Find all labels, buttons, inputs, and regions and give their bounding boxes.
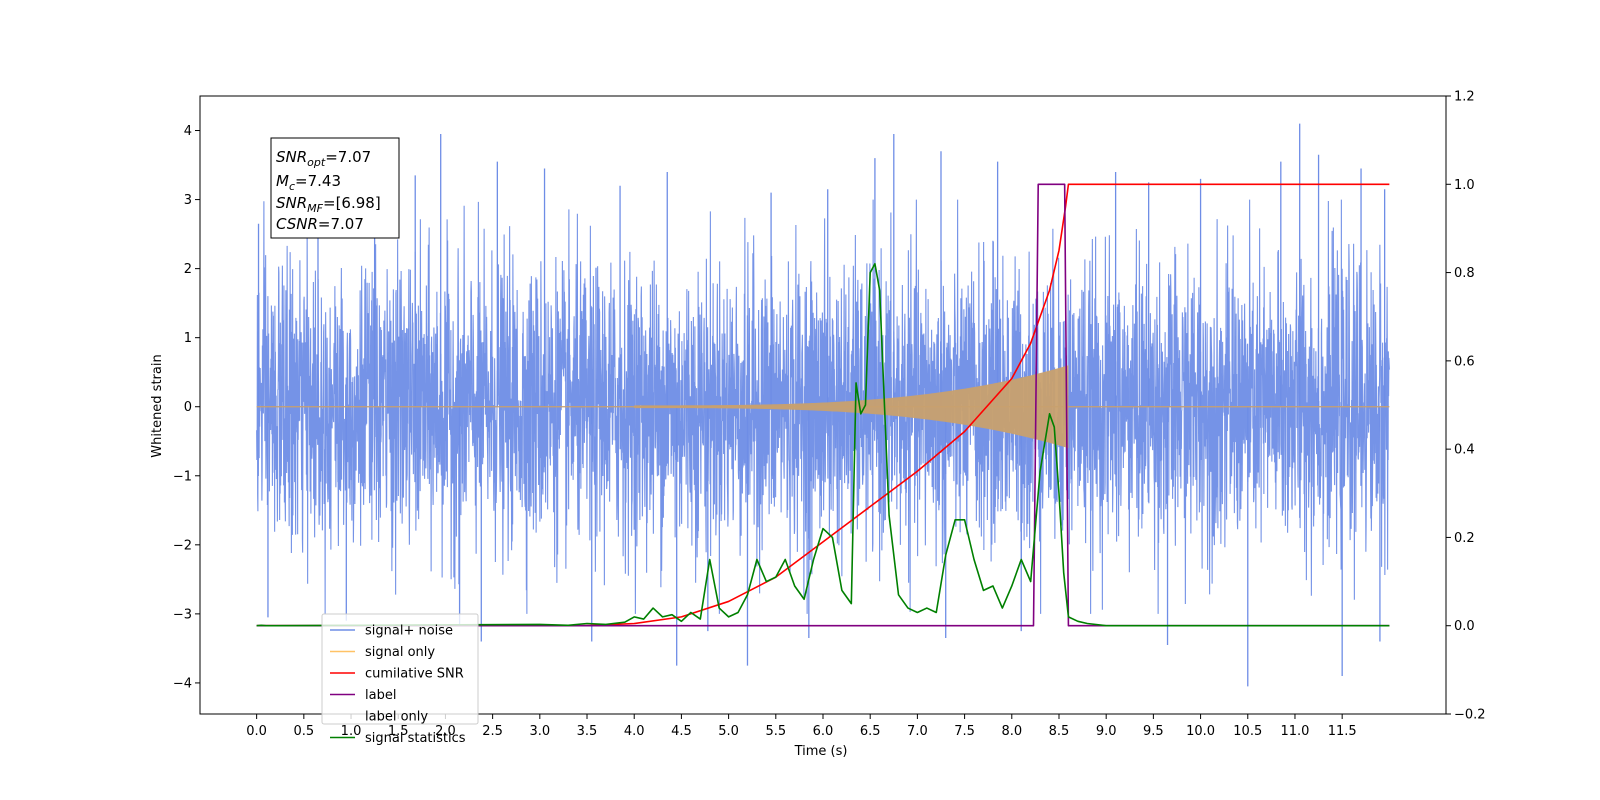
y2-tick-label: 0.2 xyxy=(1454,531,1475,546)
legend: signal+ noise signal only cumilative SNR la… xyxy=(321,613,479,746)
y-tick-label: −2 xyxy=(173,538,192,553)
x-tick-label: 5.5 xyxy=(765,724,786,739)
y2-tick-label: 0.6 xyxy=(1454,354,1475,369)
x-tick-label: 6.0 xyxy=(813,724,834,739)
y-tick-label: −4 xyxy=(173,676,192,691)
x-tick-label: 8.5 xyxy=(1049,724,1070,739)
x-tick-label: 7.0 xyxy=(907,724,928,739)
y2-tick-label: 0.0 xyxy=(1454,619,1475,634)
y2-tick-label: 1.2 xyxy=(1454,90,1475,105)
y2-tick-label: 1.0 xyxy=(1454,178,1475,193)
y2-tick-label: −0.2 xyxy=(1454,708,1486,723)
x-tick-label: 2.0 xyxy=(435,724,456,739)
series-cumulative-snr-line xyxy=(256,183,1390,627)
y-tick-label: 3 xyxy=(184,193,192,208)
x-tick-label: 3.0 xyxy=(529,724,550,739)
y-axis-label: Whitened strain xyxy=(150,354,165,457)
y-tick-label: −3 xyxy=(173,607,192,622)
x-tick-label: 1.5 xyxy=(388,724,409,739)
x-tick-label: 3.5 xyxy=(577,724,598,739)
plot-area xyxy=(256,123,1390,687)
series-signal-statistics-line xyxy=(256,262,1390,627)
x-tick-label: 0.5 xyxy=(293,724,314,739)
x-tick-label: 11.0 xyxy=(1280,724,1309,739)
x-tick-label: 7.5 xyxy=(954,724,975,739)
legend-label: signal+ noise xyxy=(365,624,453,639)
y-tick-label: 1 xyxy=(184,331,192,346)
x-tick-label: 4.0 xyxy=(624,724,645,739)
legend-label: label only xyxy=(365,710,428,725)
annotation-chirp-mass: Mc=7.43 xyxy=(276,172,341,193)
legend-label: label xyxy=(365,688,396,703)
annotation-snr-mf: SNRMF=[6.98] xyxy=(276,194,381,215)
y-tick-label: −1 xyxy=(173,469,192,484)
x-tick-label: 1.0 xyxy=(341,724,362,739)
x-tick-label: 9.5 xyxy=(1143,724,1164,739)
x-tick-label: 10.5 xyxy=(1233,724,1262,739)
annotation-csnr: CSNR=7.07 xyxy=(276,215,364,233)
x-tick-label: 8.0 xyxy=(1001,724,1022,739)
x-axis: 0.0 0.5 1.0 1.5 2.0 2.5 3.0 3.5 4.0 4.5 5.0 5.5 6.0 6… xyxy=(246,714,1357,739)
y-tick-label: 4 xyxy=(184,124,192,139)
annotation-snr-opt: SNRopt=7.07 xyxy=(276,148,371,169)
x-tick-label: 10.0 xyxy=(1186,724,1215,739)
legend-label: cumilative SNR xyxy=(365,667,464,682)
x-tick-label: 0.0 xyxy=(246,724,267,739)
y-tick-label: 2 xyxy=(184,262,192,277)
x-tick-label: 5.0 xyxy=(718,724,739,739)
x-tick-label: 9.0 xyxy=(1096,724,1117,739)
annotation-box: SNRopt=7.07 Mc=7.43 SNRMF=[6.98] CSNR=7.… xyxy=(270,137,400,239)
y-tick-label: 0 xyxy=(184,400,192,415)
x-tick-label: 2.5 xyxy=(482,724,503,739)
y-axis-right: −0.2 0.0 0.2 0.4 0.6 0.8 1.0 1.2 xyxy=(1446,90,1486,723)
x-tick-label: 4.5 xyxy=(671,724,692,739)
legend-label: signal only xyxy=(365,645,435,660)
legend-label: signal statistics xyxy=(365,731,466,746)
y-axis-left: −4 −3 −2 −1 0 1 2 3 4 xyxy=(173,124,200,691)
x-axis-label: Time (s) xyxy=(794,744,848,759)
x-tick-label: 6.5 xyxy=(860,724,881,739)
y2-tick-label: 0.8 xyxy=(1454,266,1475,281)
y2-tick-label: 0.4 xyxy=(1454,443,1475,458)
series-signal-only-envelope xyxy=(634,365,1069,449)
x-tick-label: 11.5 xyxy=(1328,724,1357,739)
